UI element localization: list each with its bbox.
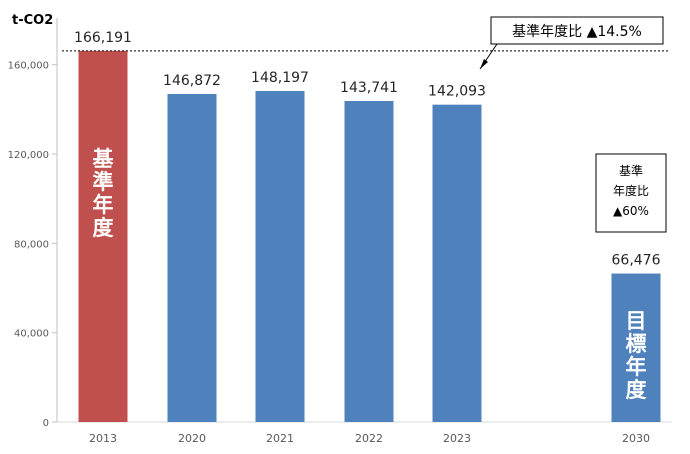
y-tick-label: 80,000 — [14, 239, 49, 250]
annotation-arrow-head — [480, 59, 488, 69]
annotation-box-14-5 — [490, 16, 664, 45]
x-tick-label-2030: 2030 — [622, 432, 650, 445]
bar-2021 — [255, 91, 305, 422]
bar-2023 — [432, 104, 482, 422]
y-tick-label: 120,000 — [8, 150, 49, 161]
bars: 166,191 2013 146,872 2020 148,197 2021 143,741… — [74, 30, 661, 445]
data-label-2022: 143,741 — [340, 80, 398, 96]
bar-2030 — [611, 273, 661, 422]
data-label-2023: 142,093 — [428, 84, 486, 100]
data-label-2013: 166,191 — [74, 30, 132, 46]
y-axis-unit-label: t-CO2 — [12, 13, 53, 28]
y-tick-label: 40,000 — [14, 329, 49, 340]
data-label-2021: 148,197 — [251, 70, 309, 86]
bar-inner-label-2030: 目標年度 — [626, 309, 647, 402]
x-tick-label-2023: 2023 — [443, 432, 471, 445]
bar-inner-label-2013: 基準年度 — [93, 147, 115, 240]
annotation-box-60 — [595, 153, 667, 233]
bar-2022 — [344, 100, 394, 423]
data-label-2030: 66,476 — [612, 253, 661, 269]
y-tick-label: 0 — [43, 418, 49, 429]
y-tick-label: 160,000 — [8, 61, 49, 72]
annotation-text-14-5: 基準年度比 ▲14.5% — [512, 23, 642, 40]
x-tick-label-2022: 2022 — [355, 432, 383, 445]
x-tick-label-2013: 2013 — [89, 432, 117, 445]
y-axis: 0 40,000 80,000 120,000 160,000 — [8, 18, 672, 429]
annotation-text-60: 基準年度比▲60% — [613, 163, 649, 218]
bar-2013 — [78, 50, 128, 423]
data-label-2020: 146,872 — [163, 73, 221, 89]
bar-2020 — [167, 93, 217, 422]
x-tick-label-2020: 2020 — [178, 432, 206, 445]
x-tick-label-2021: 2021 — [266, 432, 294, 445]
annotations: 基準年度比 ▲14.5% 基準年度比▲60% — [62, 16, 668, 233]
